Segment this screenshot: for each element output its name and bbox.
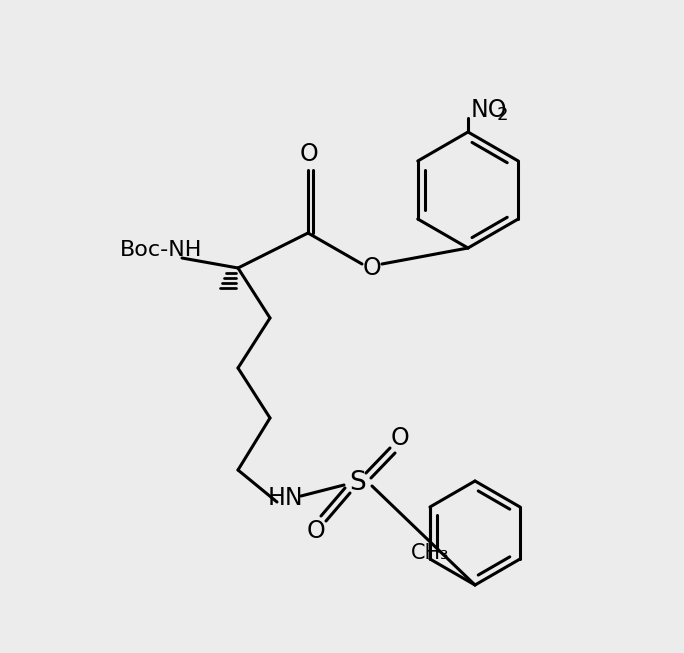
Text: O: O	[300, 142, 318, 166]
Text: S: S	[350, 470, 367, 496]
Text: O: O	[306, 519, 326, 543]
Text: NO: NO	[471, 98, 508, 122]
Text: HN: HN	[267, 486, 303, 510]
Text: O: O	[391, 426, 410, 450]
Text: Boc-NH: Boc-NH	[120, 240, 202, 260]
Text: O: O	[363, 256, 382, 280]
Text: CH₃: CH₃	[411, 543, 449, 563]
Text: 2: 2	[497, 106, 508, 124]
